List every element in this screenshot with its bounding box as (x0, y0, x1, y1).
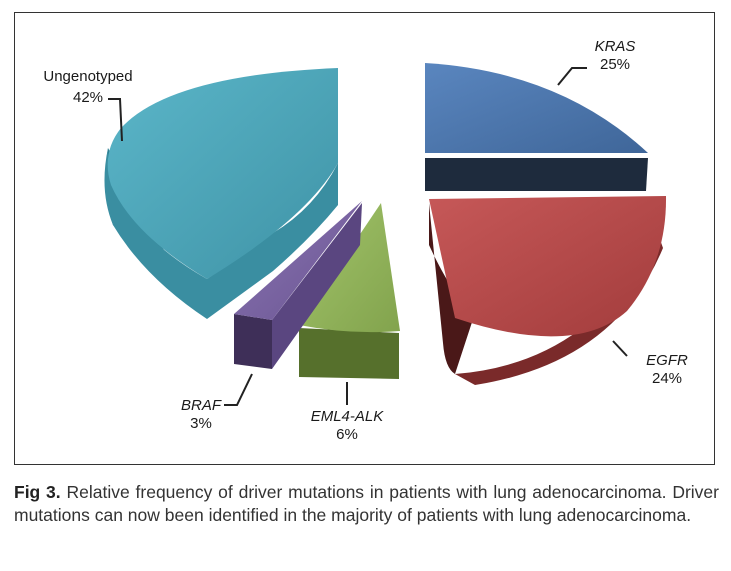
slice-egfr-top (429, 196, 667, 337)
figure-frame: KRAS 25% EGFR 24% EML4-ALK 6% BRAF 3% Un… (14, 12, 715, 465)
leader-line-kras (557, 67, 587, 86)
label-egfr-pct: 24% (652, 370, 682, 387)
slice-braf (234, 201, 362, 369)
caption-text: Relative frequency of driver mutations i… (14, 482, 719, 525)
slice-ungenotyped-top (107, 68, 339, 279)
leader-line-ungenotyped (108, 98, 123, 142)
label-ungenotyped-name: Ungenotyped (43, 68, 132, 85)
slice-kras (425, 63, 648, 191)
slice-eml4-alk-top (299, 203, 400, 333)
leader-line-egfr (612, 340, 628, 357)
slice-ungenotyped-edge (104, 148, 338, 319)
figure-caption: Fig 3. Relative frequency of driver muta… (14, 481, 719, 527)
label-eml4-alk-name: EML4-ALK (311, 408, 385, 425)
slice-eml4-alk-side (299, 328, 399, 379)
slice-braf-edge (272, 203, 362, 369)
label-kras-pct: 25% (600, 56, 630, 73)
leader-line-braf (224, 373, 253, 406)
slice-eml4-alk (299, 203, 400, 379)
label-braf-pct: 3% (190, 415, 212, 432)
label-kras-name: KRAS (595, 38, 636, 55)
label-egfr-name: EGFR (646, 352, 688, 369)
slice-braf-top (234, 201, 362, 320)
slice-egfr (429, 196, 667, 385)
slice-kras-side (425, 158, 648, 191)
label-braf-name: BRAF (181, 397, 222, 414)
slice-braf-side (234, 314, 272, 369)
slice-ungenotyped (104, 68, 339, 319)
caption-label: Fig 3. (14, 482, 61, 502)
pie-chart: KRAS 25% EGFR 24% EML4-ALK 6% BRAF 3% Un… (43, 38, 688, 443)
slice-kras-top (425, 63, 648, 153)
label-ungenotyped-pct: 42% (73, 89, 103, 106)
label-eml4-alk-pct: 6% (336, 426, 358, 443)
